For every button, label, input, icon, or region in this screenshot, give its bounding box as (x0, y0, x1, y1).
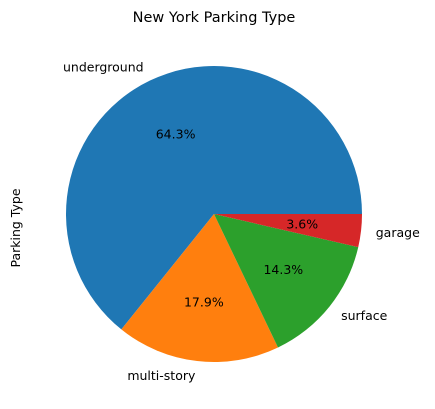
category-label-underground: underground (63, 60, 144, 75)
category-label-multi-story: multi-story (127, 368, 196, 383)
pct-label-underground: 64.3% (156, 126, 196, 141)
pct-label-multi-story: 17.9% (184, 295, 224, 310)
y-axis-label: Parking Type (8, 188, 23, 267)
pie-slice-surface (214, 214, 359, 348)
chart-title: New York Parking Type (133, 10, 296, 26)
pie-slice-multi-story (121, 214, 279, 363)
pie-slice-underground (66, 66, 362, 330)
pct-label-garage: 3.6% (286, 217, 318, 232)
pct-label-surface: 14.3% (263, 262, 303, 277)
pie-slices (66, 66, 362, 363)
pie-slice-garage (214, 214, 362, 248)
category-label-surface: surface (341, 308, 388, 323)
pie-labels: 64.3% underground 17.9% multi-story 14.3% sur… (63, 60, 420, 384)
category-label-garage: garage (376, 225, 420, 240)
